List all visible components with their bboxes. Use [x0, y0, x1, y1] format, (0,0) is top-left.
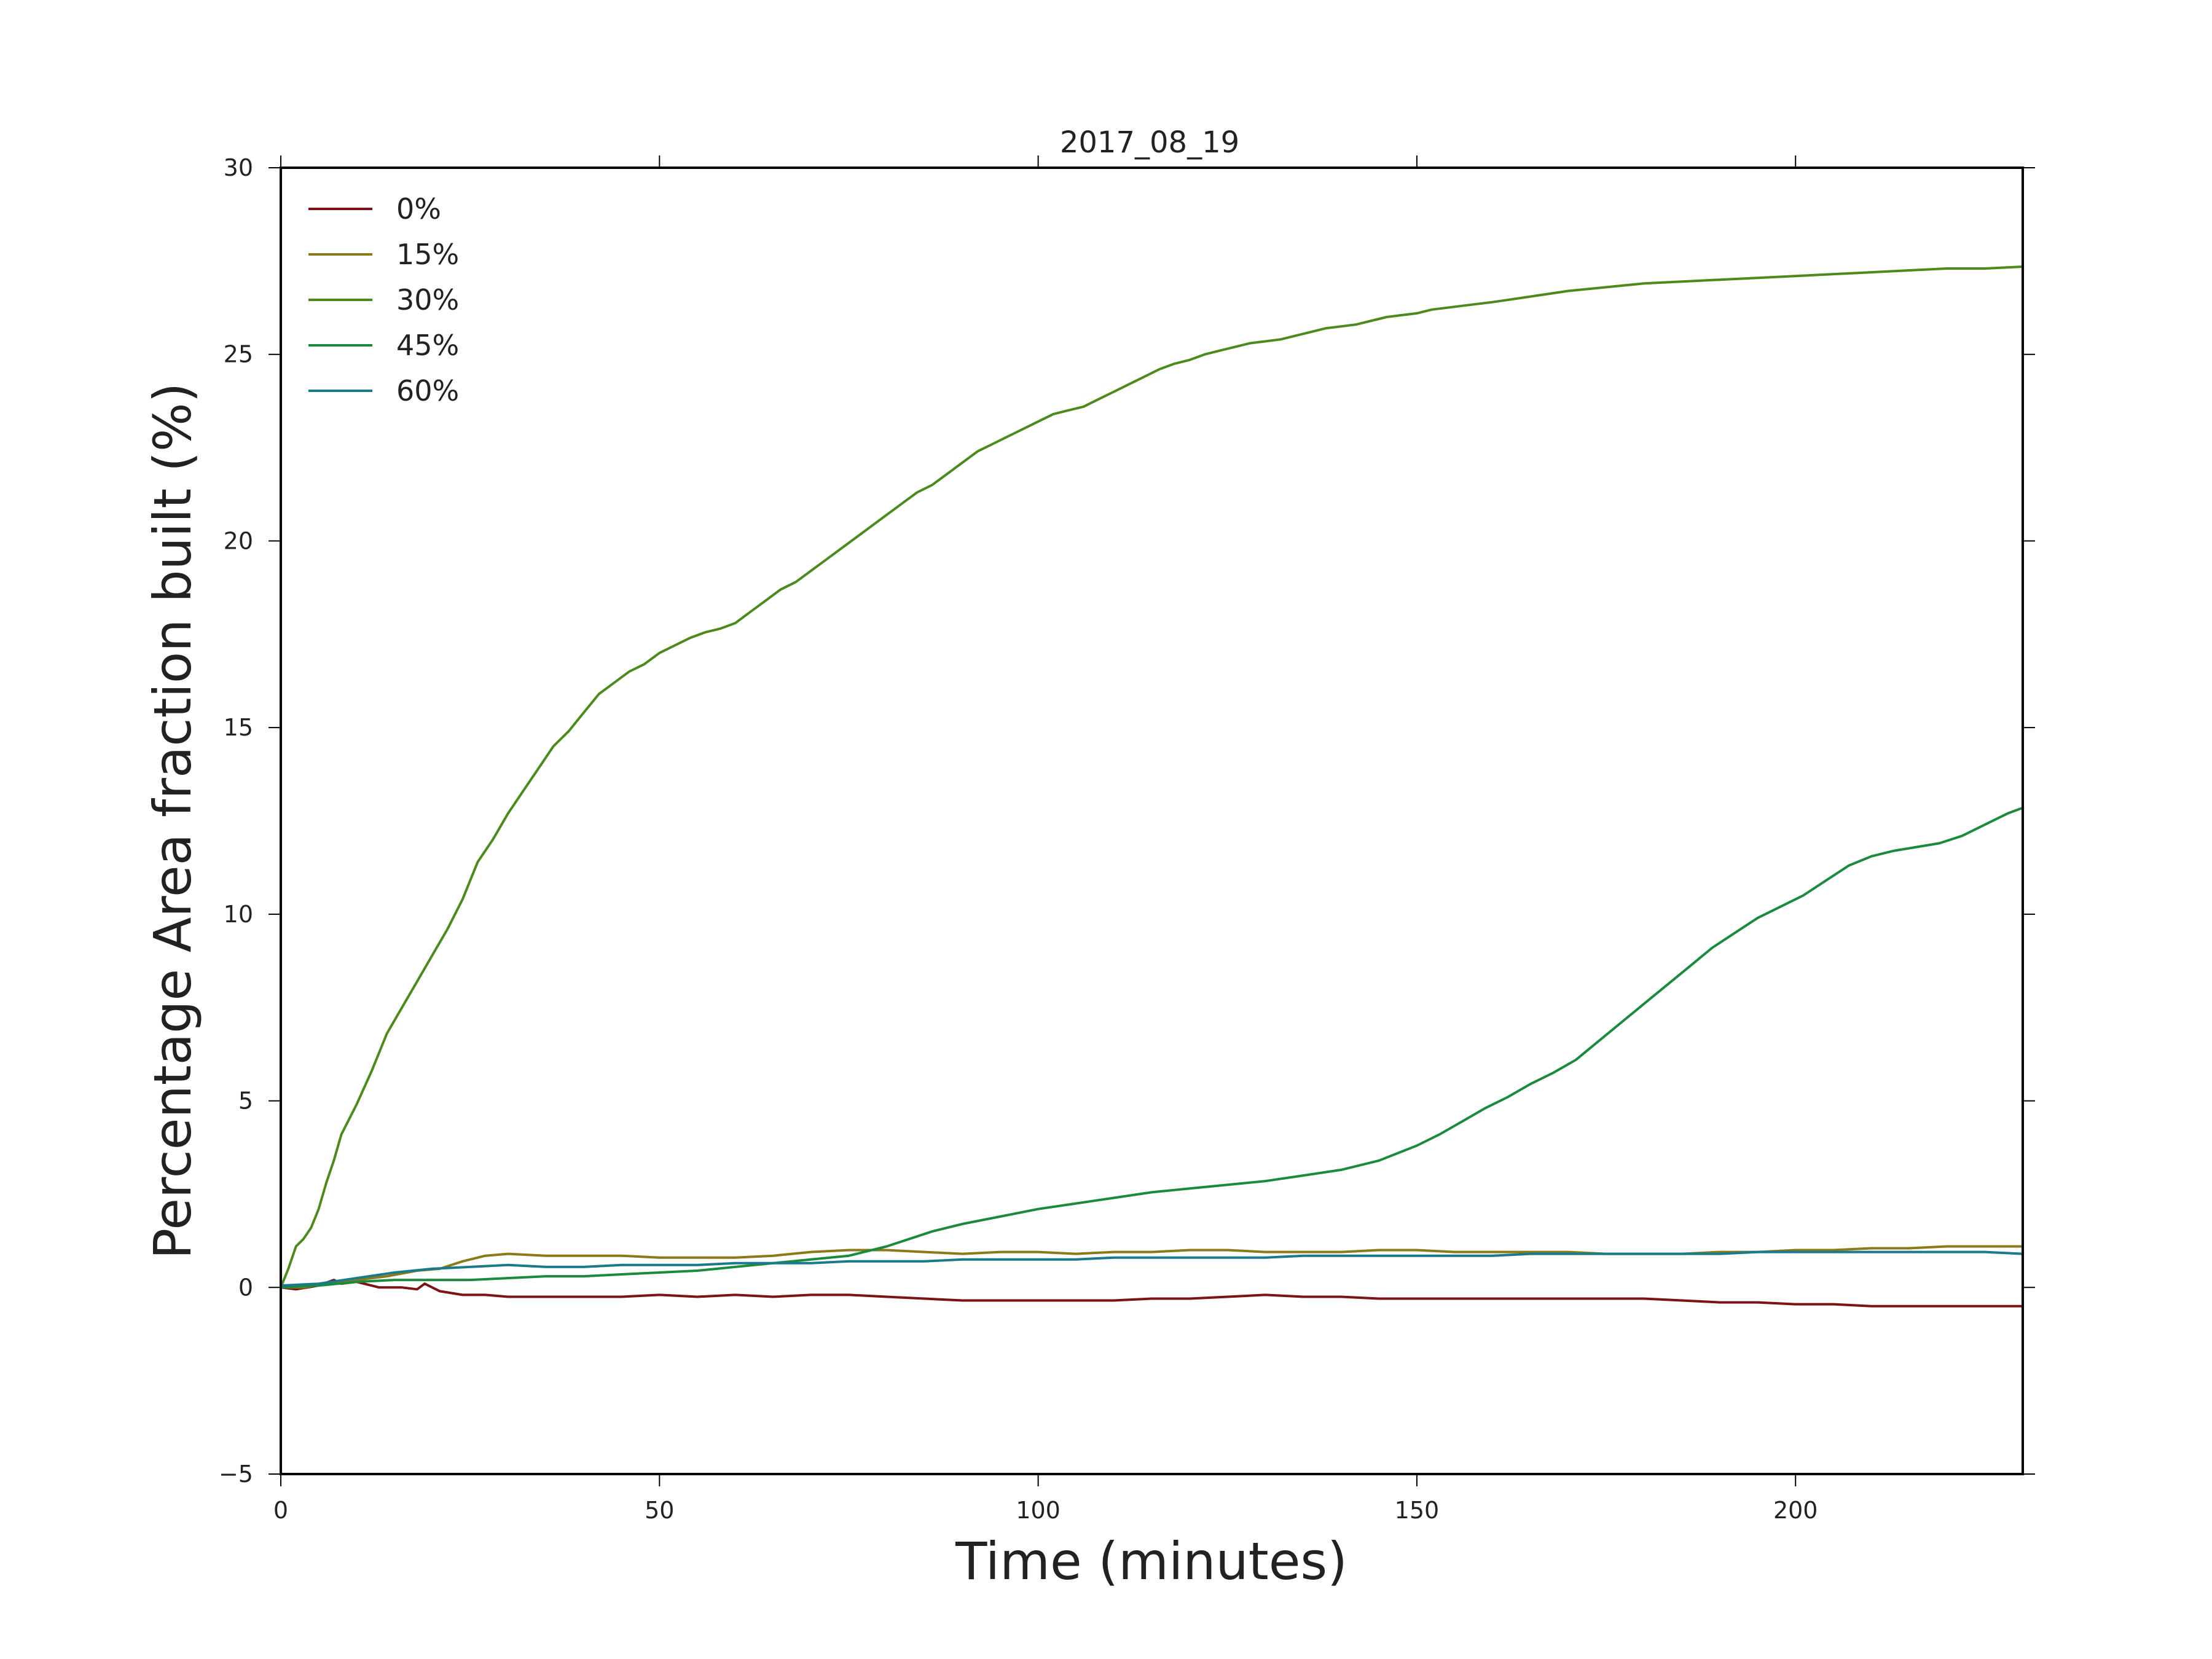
y-tick-label-5: 20 [224, 527, 253, 554]
series-line-4 [280, 1250, 2023, 1287]
plot-frame [280, 167, 2024, 1475]
legend-label-4: 60% [396, 374, 459, 407]
y-tick-label-6: 25 [224, 341, 253, 368]
y-tick-label-3: 10 [224, 901, 253, 928]
legend-label-0: 0% [396, 192, 441, 226]
x-axis-label: Time (minutes) [955, 1531, 1347, 1591]
y-tick-label-2: 5 [238, 1088, 253, 1115]
legend: 0% 15% 30% 45% 60% [308, 192, 459, 407]
y-tick-label-1: 0 [238, 1274, 253, 1301]
chart-title: 2017_08_19 [1060, 125, 1239, 160]
y-axis-label: Percentage Area fraction built (%) [143, 383, 203, 1260]
y-tick-label-4: 15 [224, 714, 253, 741]
x-tick-label-0: 0 [273, 1497, 288, 1524]
series-line-1 [281, 1245, 2023, 1289]
legend-label-3: 45% [396, 329, 459, 362]
x-tick-label-4: 200 [1773, 1497, 1818, 1524]
x-tick-label-2: 100 [1016, 1497, 1061, 1524]
x-tick-label-3: 150 [1395, 1497, 1440, 1524]
x-tick-label-1: 50 [645, 1497, 674, 1524]
series-layer [280, 265, 2023, 1308]
y-tick-label-7: 30 [224, 154, 253, 181]
legend-label-2: 30% [396, 283, 459, 316]
series-line-2 [280, 265, 2023, 1288]
legend-label-1: 15% [396, 238, 459, 271]
series-line-3 [280, 806, 2023, 1289]
series-line-0 [280, 1279, 2023, 1308]
y-tick-label-0: −5 [219, 1461, 253, 1488]
tick-layer: 0 50 100 150 200 −5 0 5 10 15 20 25 30 [219, 154, 2035, 1524]
